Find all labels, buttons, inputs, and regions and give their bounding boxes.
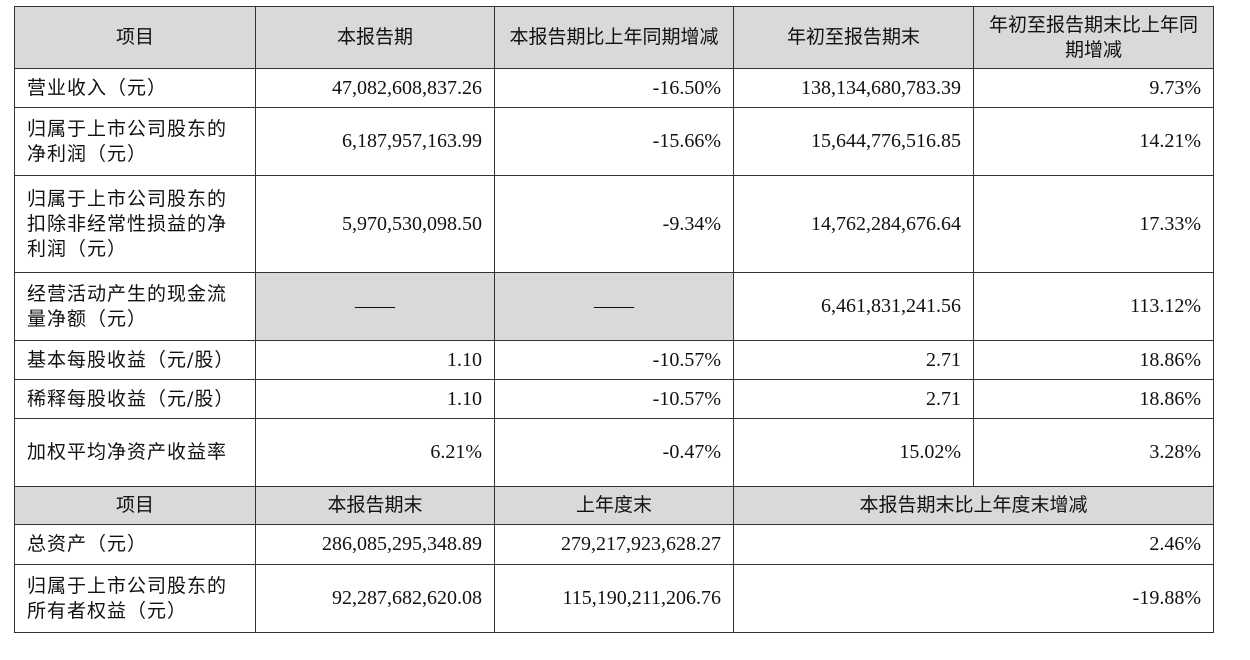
table-row: 经营活动产生的现金流量净额（元） —— —— 6,461,831,241.56 … [14, 272, 1214, 341]
cell-value: 138,134,680,783.39 [733, 68, 974, 108]
cell-value: 5,970,530,098.50 [255, 175, 495, 273]
cell-value: 3.28% [973, 418, 1214, 487]
cell-value: 14.21% [973, 107, 1214, 176]
cell-value: 18.86% [973, 379, 1214, 419]
cell-value: 279,217,923,628.27 [494, 524, 734, 565]
row-label: 加权平均净资产收益率 [14, 418, 256, 487]
cell-value: 14,762,284,676.64 [733, 175, 974, 273]
cell-value: -10.57% [494, 379, 734, 419]
cell-value: 15,644,776,516.85 [733, 107, 974, 176]
header-ytd-yoy-change: 年初至报告期末比上年同期增减 [973, 6, 1214, 69]
row-label: 归属于上市公司股东的扣除非经常性损益的净利润（元） [14, 175, 256, 273]
cell-value: -19.88% [733, 564, 1214, 633]
row-label: 经营活动产生的现金流量净额（元） [14, 272, 256, 341]
cell-value-empty: —— [494, 272, 734, 341]
cell-value: 9.73% [973, 68, 1214, 108]
cell-value: 2.71 [733, 379, 974, 419]
cell-value: 115,190,211,206.76 [494, 564, 734, 633]
cell-value: 6,461,831,241.56 [733, 272, 974, 341]
row-label: 归属于上市公司股东的净利润（元） [14, 107, 256, 176]
table-row: 归属于上市公司股东的所有者权益（元） 92,287,682,620.08 115… [14, 564, 1214, 633]
cell-value: 6,187,957,163.99 [255, 107, 495, 176]
table-row: 基本每股收益（元/股） 1.10 -10.57% 2.71 18.86% [14, 340, 1214, 380]
cell-value: -9.34% [494, 175, 734, 273]
cell-value: 1.10 [255, 340, 495, 380]
cell-value: 2.71 [733, 340, 974, 380]
cell-value: 18.86% [973, 340, 1214, 380]
row-label: 营业收入（元） [14, 68, 256, 108]
cell-value: 6.21% [255, 418, 495, 487]
header-current-period-yoy-change: 本报告期比上年同期增减 [494, 6, 734, 69]
table-header-row: 项目 本报告期 本报告期比上年同期增减 年初至报告期末 年初至报告期末比上年同期… [14, 6, 1214, 69]
table-row: 归属于上市公司股东的净利润（元） 6,187,957,163.99 -15.66… [14, 107, 1214, 176]
header2-change-vs-prior-year-end: 本报告期末比上年度末增减 [733, 486, 1214, 525]
financial-data-table-container: 项目 本报告期 本报告期比上年同期增减 年初至报告期末 年初至报告期末比上年同期… [14, 6, 1214, 633]
header2-prior-year-end: 上年度末 [494, 486, 734, 525]
cell-value: 286,085,295,348.89 [255, 524, 495, 565]
header-item: 项目 [14, 6, 256, 69]
cell-value: 2.46% [733, 524, 1214, 565]
table-row: 稀释每股收益（元/股） 1.10 -10.57% 2.71 18.86% [14, 379, 1214, 419]
cell-value: 17.33% [973, 175, 1214, 273]
table-row: 总资产（元） 286,085,295,348.89 279,217,923,62… [14, 524, 1214, 565]
cell-value: 47,082,608,837.26 [255, 68, 495, 108]
row-label: 归属于上市公司股东的所有者权益（元） [14, 564, 256, 633]
cell-value: 92,287,682,620.08 [255, 564, 495, 633]
financial-data-table: 项目 本报告期 本报告期比上年同期增减 年初至报告期末 年初至报告期末比上年同期… [14, 6, 1214, 633]
row-label: 总资产（元） [14, 524, 256, 565]
table-row: 营业收入（元） 47,082,608,837.26 -16.50% 138,13… [14, 68, 1214, 108]
cell-value: -0.47% [494, 418, 734, 487]
cell-value: 15.02% [733, 418, 974, 487]
row-label: 基本每股收益（元/股） [14, 340, 256, 380]
table-subheader-row: 项目 本报告期末 上年度末 本报告期末比上年度末增减 [14, 486, 1214, 525]
row-label: 稀释每股收益（元/股） [14, 379, 256, 419]
header2-period-end: 本报告期末 [255, 486, 495, 525]
header-ytd: 年初至报告期末 [733, 6, 974, 69]
cell-value: -15.66% [494, 107, 734, 176]
cell-value: 1.10 [255, 379, 495, 419]
header2-item: 项目 [14, 486, 256, 525]
cell-value-empty: —— [255, 272, 495, 341]
header-current-period: 本报告期 [255, 6, 495, 69]
cell-value: -16.50% [494, 68, 734, 108]
cell-value: 113.12% [973, 272, 1214, 341]
table-row: 加权平均净资产收益率 6.21% -0.47% 15.02% 3.28% [14, 418, 1214, 487]
table-row: 归属于上市公司股东的扣除非经常性损益的净利润（元） 5,970,530,098.… [14, 175, 1214, 273]
cell-value: -10.57% [494, 340, 734, 380]
